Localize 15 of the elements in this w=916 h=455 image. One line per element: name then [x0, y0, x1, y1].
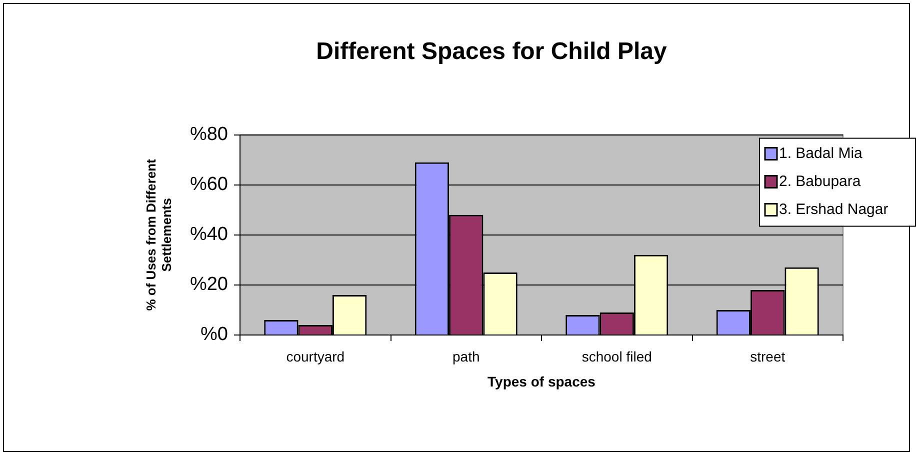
x-tick-label: courtyard	[286, 348, 345, 364]
x-tick-label: path	[452, 348, 480, 364]
legend-label: 2. Babupara	[779, 172, 862, 190]
y-axis-title: % of Uses from Different Settlements	[143, 158, 174, 311]
y-tick-label: %40	[190, 224, 228, 246]
x-axis-title: Types of spaces	[488, 373, 596, 390]
y-tick-label: %0	[200, 324, 228, 346]
y-tick-label: %80	[190, 124, 228, 146]
y-tick-label: %20	[190, 274, 228, 296]
legend-label: 1. Badal Mia	[779, 144, 864, 162]
chart-title: Different Spaces for Child Play	[316, 38, 668, 66]
legend-label: 3. Ershad Nagar	[779, 200, 888, 218]
x-tick-label: school filed	[582, 348, 652, 364]
y-tick-label: %60	[190, 174, 228, 196]
x-tick-label: street	[750, 348, 786, 364]
